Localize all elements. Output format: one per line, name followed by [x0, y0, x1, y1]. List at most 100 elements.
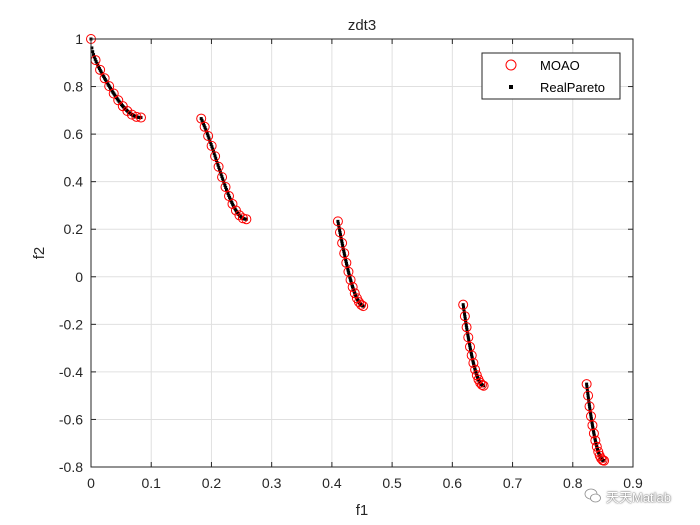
moao-point [131, 111, 142, 122]
x-tick-label: 0 [87, 475, 95, 491]
realpareto-point [229, 199, 233, 203]
realpareto-point [201, 120, 205, 124]
realpareto-point [468, 345, 472, 349]
realpareto-point [200, 118, 204, 122]
realpareto-point [465, 328, 469, 332]
moao-point [590, 435, 601, 446]
realpareto-point [338, 228, 342, 232]
moao-point [588, 428, 599, 439]
moao-point [581, 379, 592, 390]
moao-point [343, 266, 354, 277]
realpareto-point [96, 63, 100, 67]
y-axis-label: f2 [31, 247, 48, 260]
realpareto-point [343, 254, 347, 258]
realpareto-point [466, 336, 470, 340]
realpareto-point [592, 431, 596, 435]
x-tick-label: 0.1 [141, 475, 161, 491]
realpareto-point [101, 73, 105, 77]
plot-area [91, 39, 633, 467]
realpareto-point [94, 59, 98, 63]
legend-realpareto-label: RealPareto [540, 80, 605, 95]
moao-point [461, 322, 472, 333]
realpareto-point [470, 354, 474, 358]
realpareto-point [338, 231, 342, 235]
moao-point [241, 214, 252, 225]
realpareto-point [588, 411, 592, 415]
realpareto-point [463, 314, 467, 318]
realpareto-point [230, 201, 234, 205]
moao-point [475, 377, 486, 388]
realpareto-point [591, 424, 595, 428]
moao-point [591, 441, 602, 452]
realpareto-point [462, 305, 466, 309]
y-tick-label: 0.2 [64, 221, 84, 237]
realpareto-point [592, 432, 596, 436]
watermark: 天天Matlab [584, 484, 694, 508]
moao-point [583, 390, 594, 401]
realpareto-point [589, 417, 593, 421]
realpareto-point [464, 323, 468, 327]
moao-point [213, 161, 224, 172]
realpareto-point [209, 143, 213, 147]
realpareto-point [219, 172, 223, 176]
realpareto-point [469, 351, 473, 355]
moao-point [332, 216, 343, 227]
realpareto-point [348, 275, 352, 279]
moao-point [337, 238, 348, 249]
realpareto-point [207, 136, 211, 140]
realpareto-point [205, 132, 209, 136]
realpareto-point [221, 177, 225, 181]
realpareto-point [463, 312, 467, 316]
realpareto-point [361, 304, 365, 308]
y-tick-label: 1 [75, 31, 83, 47]
realpareto-point [589, 413, 593, 417]
realpareto-point [468, 347, 472, 351]
realpareto-point [466, 334, 470, 338]
realpareto-point [465, 326, 469, 330]
realpareto-point [218, 168, 222, 172]
realpareto-point [336, 222, 340, 226]
realpareto-point [212, 152, 216, 156]
wechat-icon [584, 488, 601, 503]
realpareto-point [590, 422, 594, 426]
moao-point [227, 198, 238, 209]
moao-point [347, 282, 358, 293]
realpareto-point [227, 193, 231, 197]
realpareto-point [203, 126, 207, 130]
moao-point [356, 299, 367, 310]
realpareto-point [214, 156, 218, 160]
moao-point [99, 73, 110, 84]
legend-moao-label: MOAO [540, 58, 580, 73]
realpareto-point [97, 67, 101, 71]
realpareto-point [226, 192, 230, 196]
x-axis-label: f1 [356, 502, 369, 519]
axis-ticks: 0 0.1 0.2 0.3 0.4 0.5 0.6 0.7 0.8 0.9 -0.8 -0.6 -0.4… [59, 31, 643, 491]
realpareto-point [336, 219, 340, 223]
realpareto-point [341, 243, 345, 247]
realpareto-point [103, 76, 107, 80]
y-tick-label: 0 [75, 269, 83, 285]
legend: MOAO RealPareto [481, 52, 621, 100]
y-tick-label: -0.8 [59, 459, 83, 475]
x-tick-label: 0.2 [202, 475, 222, 491]
realpareto-point [346, 267, 350, 271]
x-tick-label: 0.9 [623, 475, 643, 491]
realpareto-point [591, 426, 595, 430]
moao-point [217, 172, 228, 183]
realpareto-point [98, 68, 102, 72]
realpareto-point [211, 149, 215, 153]
realpareto-point [347, 272, 351, 276]
realpareto-point [217, 165, 221, 169]
realpareto-point [461, 303, 465, 307]
realpareto-point [467, 338, 471, 342]
moao-point [599, 455, 610, 466]
realpareto-point [463, 317, 467, 321]
moao-point [203, 130, 214, 141]
realpareto-point [346, 269, 350, 273]
x-tick-label: 0.8 [563, 475, 583, 491]
realpareto-point [102, 75, 106, 79]
realpareto-point [349, 279, 353, 283]
moao-point [104, 81, 115, 92]
realpareto-point [210, 145, 214, 149]
realpareto-point [222, 181, 226, 185]
